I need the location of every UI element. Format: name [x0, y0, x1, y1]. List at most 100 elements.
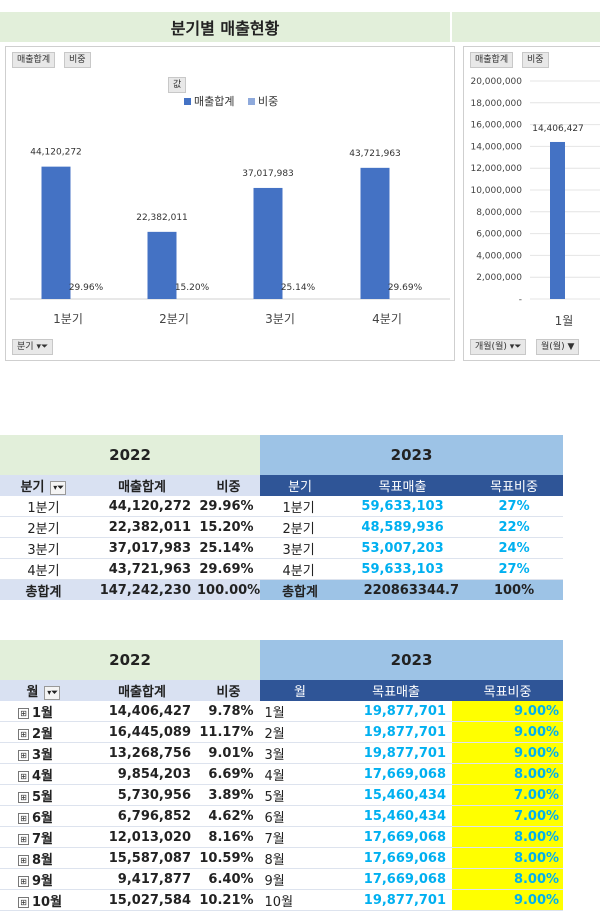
data-label-share: 15.20% [175, 283, 210, 293]
category-tick-label: 2분기 [159, 312, 189, 326]
share-cell: 9.78% [197, 701, 261, 722]
total-label: 총합계 [0, 579, 87, 600]
field-button-sales-total-2[interactable]: 매출합계 [470, 52, 514, 68]
target-share-cell: 9.00% [452, 721, 564, 743]
values-field-button[interactable]: 값 [168, 77, 187, 93]
quarterly-chart-plot: 매출합계 비중 44,120,272 29.96% 1분기 22,382,011 15.20… [10, 95, 450, 326]
total-target-share: 100% [465, 579, 564, 600]
months-axis-field-button[interactable]: 개월(월) ▾⏷ [470, 339, 527, 355]
month-axis-field-button[interactable]: 월(월) ▼ [536, 339, 580, 355]
month-cell[interactable]: ⊞ 8월 [0, 847, 87, 869]
sales-total-cell: 9,417,877 [87, 868, 197, 890]
table-row: ⊞ 10월 15,027,584 10.21% 10월 19,877,701 9.00% [0, 889, 564, 911]
y-tick-label: 8,000,000 [476, 208, 522, 218]
month-2023-cell: 5월 [259, 784, 341, 806]
y-tick-label: 14,000,000 [470, 142, 522, 152]
field-button-share-2[interactable]: 비중 [522, 52, 549, 68]
target-share-cell: 8.00% [452, 826, 564, 848]
month-label: 5월 [32, 789, 54, 805]
table-row: ⊞ 8월 15,587,087 10.59% 8월 17,669,068 8.00% [0, 847, 564, 869]
expand-icon[interactable]: ⊞ [18, 833, 29, 845]
expand-icon[interactable]: ⊞ [18, 749, 29, 761]
quarter-cell: 3분기 [0, 537, 87, 559]
expand-icon[interactable]: ⊞ [18, 728, 29, 740]
field-button-sales-total[interactable]: 매출합계 [12, 52, 56, 68]
month-label: 3월 [32, 747, 54, 763]
quarter-cell: 1분기 [0, 496, 87, 517]
share-cell: 29.69% [197, 558, 261, 580]
month-cell[interactable]: ⊞ 10월 [0, 889, 87, 911]
bar-sales-total[interactable] [147, 231, 177, 299]
monthly-chart-plot: 20,000,000 18,000,000 16,000,000 14,000,000… [470, 77, 600, 328]
monthly-sales-chart[interactable]: 매출합계 비중 개월(월) ▾⏷ 월(월) ▼ 20,000,000 18,000… [463, 46, 600, 361]
expand-icon[interactable]: ⊞ [18, 875, 29, 887]
month-2023-cell: 3월 [259, 742, 341, 764]
expand-icon[interactable]: ⊞ [18, 896, 29, 908]
month-2023-cell: 1월 [259, 701, 341, 722]
column-header-month[interactable]: 월 ▾⏷ [0, 680, 87, 701]
month-cell[interactable]: ⊞ 2월 [0, 721, 87, 743]
year-header-2022: 2022 [0, 435, 261, 475]
expand-icon[interactable]: ⊞ [18, 812, 29, 824]
category-tick-label: 1분기 [53, 312, 83, 326]
expand-icon[interactable]: ⊞ [18, 791, 29, 803]
expand-icon[interactable]: ⊞ [18, 707, 29, 719]
y-tick-label: 16,000,000 [470, 121, 522, 131]
month-cell[interactable]: ⊞ 3월 [0, 742, 87, 764]
quarter-axis-label: 분기 [17, 342, 34, 352]
quarter-2023-cell: 2분기 [259, 516, 341, 538]
year-header-2023: 2023 [260, 640, 564, 680]
expand-icon[interactable]: ⊞ [18, 854, 29, 866]
month-cell[interactable]: ⊞ 6월 [0, 805, 87, 827]
month-cell[interactable]: ⊞ 7월 [0, 826, 87, 848]
sales-total-cell: 9,854,203 [87, 763, 197, 785]
share-cell: 8.16% [197, 826, 261, 848]
y-tick-label: - [519, 295, 522, 305]
target-sales-cell: 15,460,434 [340, 784, 453, 806]
target-sales-cell: 48,589,936 [340, 516, 466, 538]
share-cell: 10.21% [197, 889, 261, 911]
share-cell: 3.89% [197, 784, 261, 806]
share-cell: 25.14% [197, 537, 261, 559]
sales-total-cell: 16,445,089 [87, 721, 197, 743]
column-header-share: 비중 [197, 680, 261, 701]
sales-total-cell: 6,796,852 [87, 805, 197, 827]
month-cell[interactable]: ⊞ 9월 [0, 868, 87, 890]
month-cell[interactable]: ⊞ 5월 [0, 784, 87, 806]
month-cell[interactable]: ⊞ 1월 [0, 701, 87, 722]
filter-dropdown-icon: ▾⏷ [509, 342, 522, 352]
target-sales-cell: 17,669,068 [340, 763, 453, 785]
y-tick-label: 6,000,000 [476, 230, 522, 240]
legend-swatch [248, 98, 255, 105]
dropdown-arrow-icon: ▼ [567, 342, 575, 352]
bar-month-sales[interactable] [550, 141, 565, 299]
bar-sales-total[interactable] [41, 166, 71, 299]
year-header-2022: 2022 [0, 640, 261, 680]
column-header-quarter[interactable]: 분기 ▾⏷ [0, 475, 87, 496]
table-row: ⊞ 6월 6,796,852 4.62% 6월 15,460,434 7.00% [0, 805, 564, 827]
bar-sales-total[interactable] [253, 187, 283, 299]
months-axis-label: 개월(월) [475, 342, 507, 352]
quarterly-summary-table: 2022 2023 분기 ▾⏷ 매출합계 비중 분기 목표매출 목표비중 1분기 4… [0, 435, 564, 600]
month-cell[interactable]: ⊞ 4월 [0, 763, 87, 785]
category-tick-label: 1월 [555, 314, 574, 328]
column-header-sales-total: 매출합계 [87, 680, 197, 701]
field-button-share[interactable]: 비중 [64, 52, 91, 68]
target-share-cell: 24% [465, 537, 564, 559]
filter-icon[interactable]: ▾⏷ [50, 480, 67, 495]
share-cell: 10.59% [197, 847, 261, 869]
data-label-sales: 37,017,983 [242, 169, 294, 179]
table-row: ⊞ 4월 9,854,203 6.69% 4월 17,669,068 8.00% [0, 763, 564, 785]
sales-total-cell: 44,120,272 [87, 496, 197, 517]
target-share-cell: 8.00% [452, 847, 564, 869]
quarterly-sales-chart[interactable]: 매출합계 비중 값 분기 ▾⏷ 매출합계 비중 44,120,272 29.96% 1분… [5, 46, 455, 361]
filter-icon[interactable]: ▾⏷ [44, 685, 61, 700]
expand-icon[interactable]: ⊞ [18, 770, 29, 782]
quarter-axis-field-button[interactable]: 분기 ▾⏷ [12, 339, 54, 355]
legend-label: 비중 [258, 95, 278, 108]
data-label-share: 29.69% [388, 283, 423, 293]
target-sales-cell: 59,633,103 [340, 558, 466, 580]
data-label-sales: 22,382,011 [136, 213, 188, 223]
bar-sales-total[interactable] [360, 167, 390, 299]
target-sales-cell: 53,007,203 [340, 537, 466, 559]
